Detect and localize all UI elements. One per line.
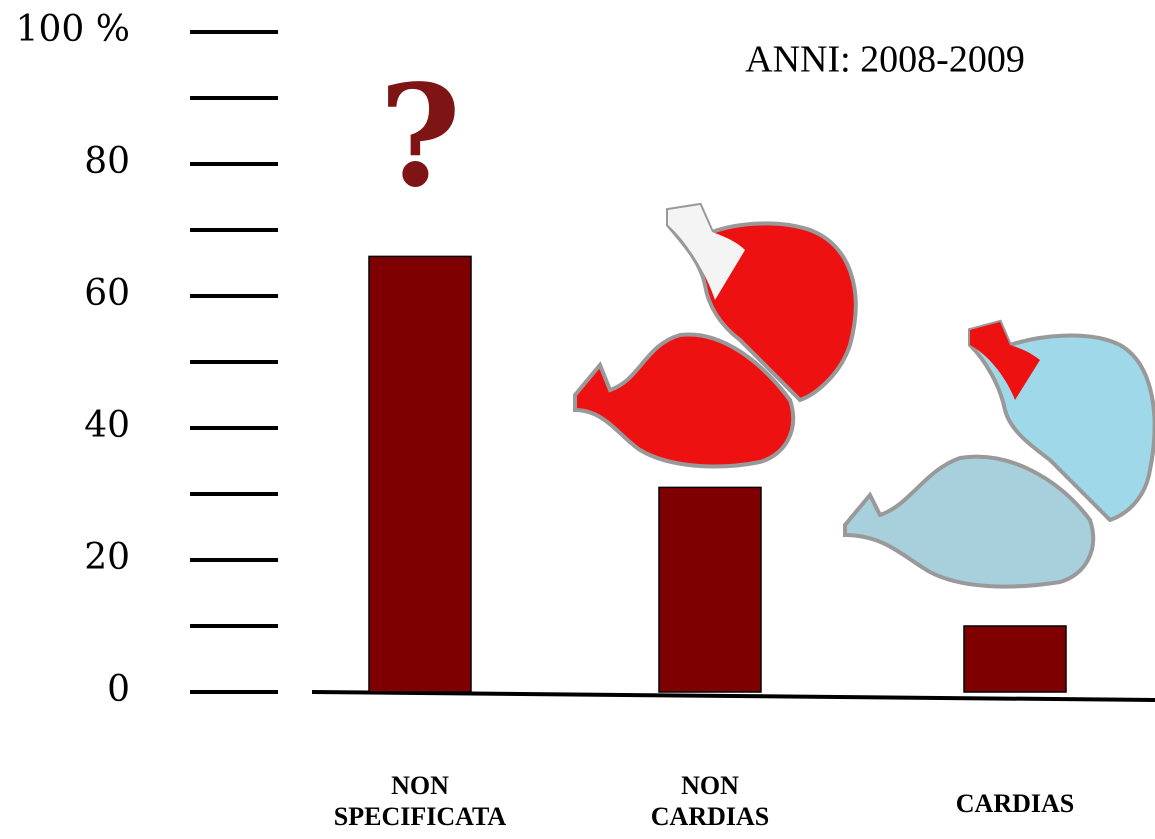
annotation: ? <box>379 55 461 219</box>
y-tick-label: 20 <box>84 537 130 578</box>
stomach-illustration-blue <box>843 319 1155 589</box>
y-tick-label: 80 <box>84 141 130 182</box>
x-tick-label: CARDIAS <box>955 789 1075 818</box>
stomach-illustration-red <box>573 202 858 469</box>
y-tick-label: 0 <box>107 669 130 710</box>
bar <box>658 486 762 693</box>
x-tick-label: NON CARDIAS <box>650 771 770 831</box>
bar <box>368 255 472 693</box>
x-axis-line <box>311 690 1155 702</box>
x-tick-label: NON SPECIFICATA <box>333 771 507 831</box>
chart-title: ANNI: 2008-2009 <box>745 39 1025 81</box>
y-tick-label: 40 <box>84 405 130 446</box>
y-tick-label: 100 % <box>16 9 130 50</box>
y-tick-label: 60 <box>84 273 130 314</box>
bar <box>963 625 1067 693</box>
